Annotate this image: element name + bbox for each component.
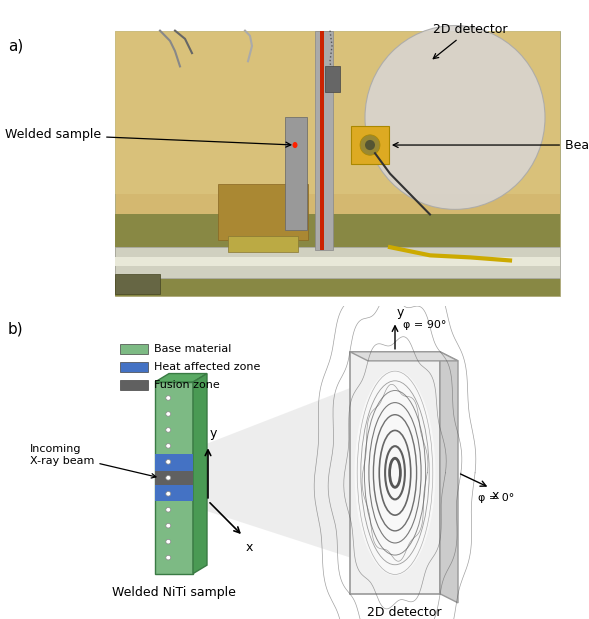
Text: 2D detector: 2D detector <box>367 606 441 619</box>
Ellipse shape <box>166 412 171 416</box>
Ellipse shape <box>166 555 171 560</box>
Text: x: x <box>246 541 253 554</box>
Bar <box>155 485 193 501</box>
Polygon shape <box>193 373 207 574</box>
Text: Beam stopper: Beam stopper <box>393 139 589 152</box>
Bar <box>325 66 340 92</box>
Bar <box>120 380 148 390</box>
Text: Welded sample: Welded sample <box>5 128 291 147</box>
Text: Incoming
X-ray beam: Incoming X-ray beam <box>30 444 156 478</box>
Bar <box>155 382 193 574</box>
Bar <box>115 30 560 194</box>
Bar <box>115 274 160 294</box>
Text: x: x <box>492 489 499 502</box>
Text: Base material: Base material <box>154 344 231 353</box>
Ellipse shape <box>166 524 171 528</box>
Bar <box>350 352 440 594</box>
Polygon shape <box>350 352 458 361</box>
Bar <box>115 30 560 296</box>
Ellipse shape <box>365 140 375 150</box>
Text: Fusion zone: Fusion zone <box>154 380 220 390</box>
Ellipse shape <box>293 142 297 148</box>
Bar <box>115 258 560 266</box>
Text: 2D detector: 2D detector <box>433 23 507 59</box>
Polygon shape <box>155 373 207 382</box>
Bar <box>228 236 298 253</box>
Bar <box>115 247 560 278</box>
Ellipse shape <box>166 508 171 512</box>
Ellipse shape <box>166 396 171 400</box>
Bar <box>285 118 307 230</box>
Ellipse shape <box>360 135 380 155</box>
Ellipse shape <box>166 444 171 448</box>
Bar <box>120 362 148 372</box>
Bar <box>120 344 148 354</box>
Bar <box>218 184 308 240</box>
Text: φ = 90°: φ = 90° <box>403 319 446 329</box>
Bar <box>115 214 560 296</box>
Bar <box>351 126 389 165</box>
Bar <box>320 30 324 250</box>
Bar <box>155 454 193 470</box>
Ellipse shape <box>166 428 171 432</box>
Text: φ = 0°: φ = 0° <box>478 493 514 503</box>
Text: Heat affected zone: Heat affected zone <box>154 362 260 372</box>
Ellipse shape <box>166 539 171 544</box>
Text: a): a) <box>8 39 23 54</box>
Text: y: y <box>210 427 217 440</box>
Text: b): b) <box>8 321 24 337</box>
Bar <box>155 470 193 485</box>
Ellipse shape <box>365 25 545 209</box>
Ellipse shape <box>355 370 435 576</box>
Ellipse shape <box>166 475 171 480</box>
Ellipse shape <box>166 491 171 496</box>
Ellipse shape <box>166 459 171 464</box>
Text: Welded NiTi sample: Welded NiTi sample <box>112 586 236 599</box>
Bar <box>315 30 333 250</box>
Polygon shape <box>440 352 458 603</box>
Polygon shape <box>193 388 350 558</box>
Text: y: y <box>397 306 405 319</box>
